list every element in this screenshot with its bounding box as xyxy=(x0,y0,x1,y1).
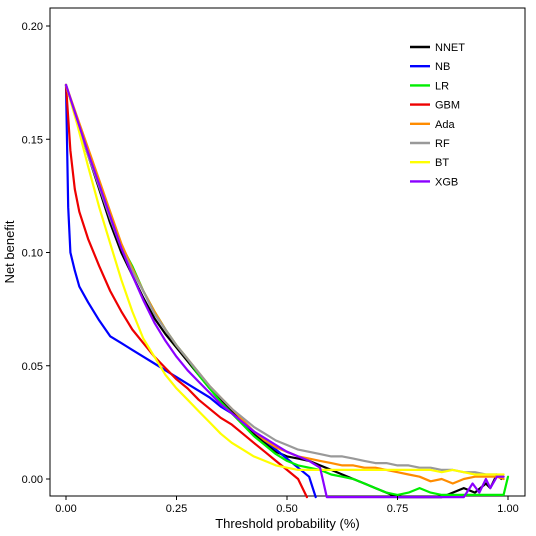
x-tick-label: 0.75 xyxy=(387,503,408,515)
x-tick-label: 0.25 xyxy=(166,503,187,515)
series-line-xgb xyxy=(64,83,505,499)
x-tick-label: 0.00 xyxy=(55,503,76,515)
legend-label-xgb: XGB xyxy=(435,176,458,188)
legend-label-lr: LR xyxy=(435,80,449,92)
legend-label-bt: BT xyxy=(435,157,449,169)
y-tick-label: 0.05 xyxy=(22,361,43,373)
y-axis-title: Net benefit xyxy=(2,220,17,283)
series-line-rf xyxy=(64,83,505,478)
x-axis-title: Threshold probability (%) xyxy=(215,516,360,531)
legend-label-nnet: NNET xyxy=(435,42,465,54)
series-line-bt xyxy=(64,83,505,476)
plot-panel xyxy=(49,7,526,497)
legend-label-gbm: GBM xyxy=(435,100,460,112)
legend-label-rf: RF xyxy=(435,138,450,150)
x-tick-label: 1.00 xyxy=(497,503,518,515)
tick-layer: 0.00 0.25 0.50 0.75 1.00 0.00 0.05 0.10 0.15 0.20 xyxy=(22,21,519,515)
y-tick-label: 0.20 xyxy=(22,21,43,33)
legend-label-ada: Ada xyxy=(435,119,455,131)
legend: NNET NB LR GBM Ada RF BT XGB xyxy=(410,42,465,188)
y-tick-label: 0.15 xyxy=(22,134,43,146)
series-layer xyxy=(64,83,510,499)
y-tick-label: 0.00 xyxy=(22,474,43,486)
x-tick-label: 0.50 xyxy=(276,503,297,515)
series-line-nb xyxy=(64,83,317,499)
legend-label-nb: NB xyxy=(435,61,450,73)
series-line-gbm xyxy=(64,83,308,499)
y-tick-label: 0.10 xyxy=(22,248,43,260)
